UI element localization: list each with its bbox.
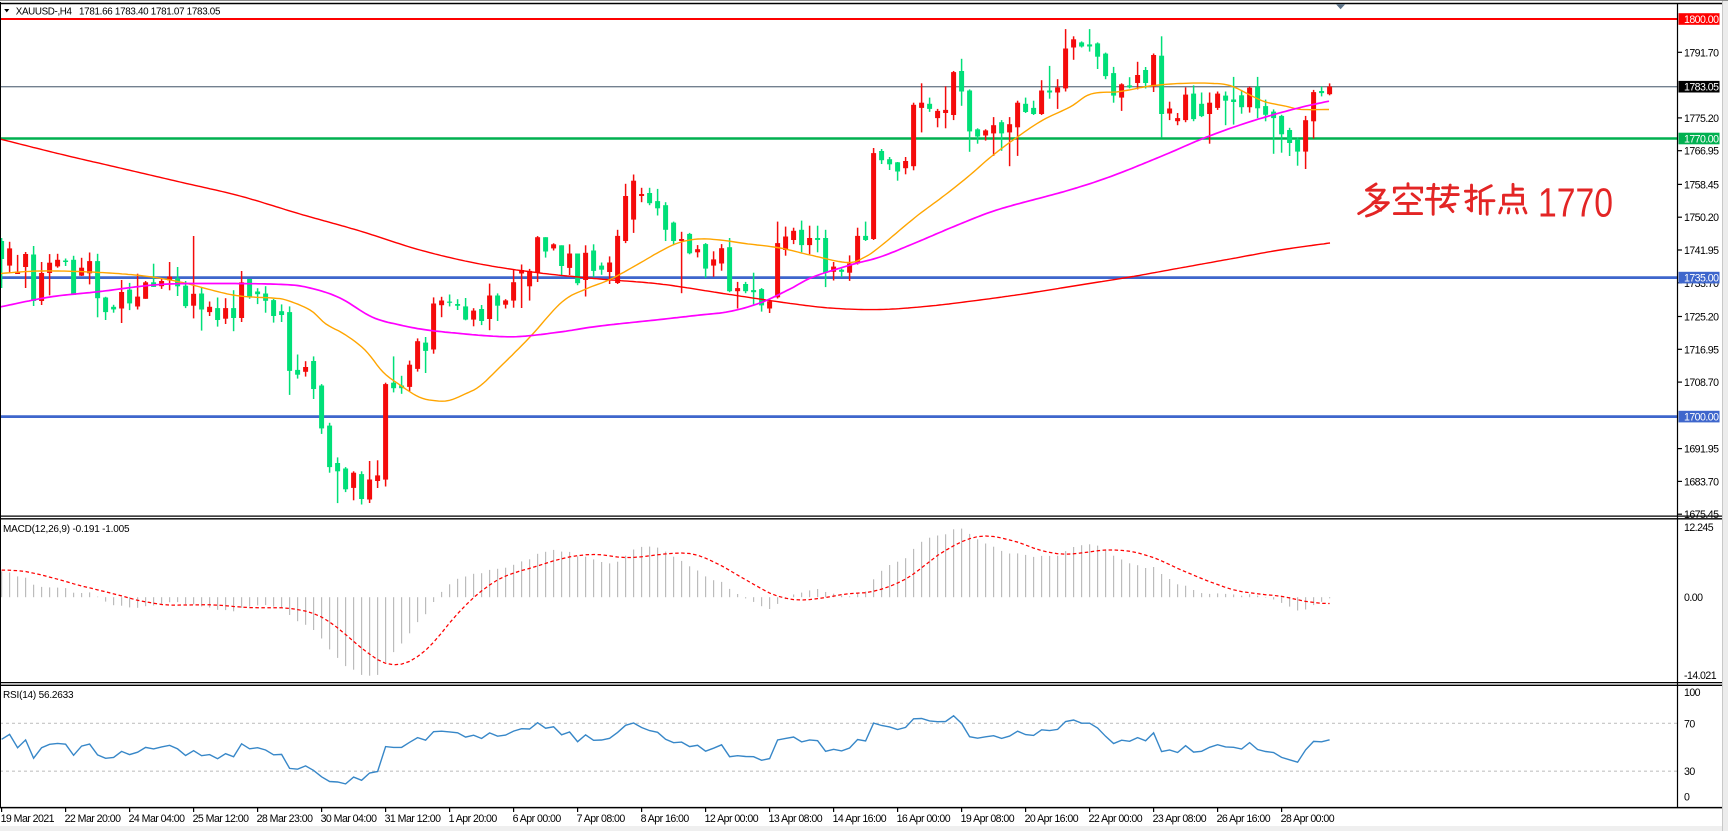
svg-text:24 Mar 04:00: 24 Mar 04:00 [129,813,185,825]
svg-text:1700.00: 1700.00 [1684,412,1719,424]
svg-text:100: 100 [1684,687,1701,699]
svg-text:25 Mar 12:00: 25 Mar 12:00 [193,813,249,825]
svg-text:1758.45: 1758.45 [1684,179,1719,191]
svg-text:31 Mar 12:00: 31 Mar 12:00 [385,813,441,825]
svg-text:1741.95: 1741.95 [1684,245,1719,257]
svg-text:28 Apr 00:00: 28 Apr 00:00 [1281,813,1335,825]
svg-text:RSI(14) 56.2633: RSI(14) 56.2633 [3,690,74,701]
svg-text:0: 0 [1684,792,1690,804]
svg-text:12.245: 12.245 [1684,522,1714,534]
svg-text:7 Apr 08:00: 7 Apr 08:00 [577,813,626,825]
svg-text:1735.00: 1735.00 [1684,273,1719,285]
svg-text:22 Apr 00:00: 22 Apr 00:00 [1089,813,1143,825]
svg-text:0.00: 0.00 [1684,592,1703,604]
svg-text:30 Mar 04:00: 30 Mar 04:00 [321,813,377,825]
svg-text:1783.05: 1783.05 [1684,82,1719,94]
svg-text:20 Apr 16:00: 20 Apr 16:00 [1025,813,1079,825]
svg-text:1775.20: 1775.20 [1684,113,1719,125]
svg-text:-14.021: -14.021 [1684,670,1717,682]
svg-text:1725.20: 1725.20 [1684,312,1719,324]
svg-text:1691.95: 1691.95 [1684,444,1719,456]
svg-text:12 Apr 00:00: 12 Apr 00:00 [705,813,759,825]
svg-text:14 Apr 16:00: 14 Apr 16:00 [833,813,887,825]
svg-text:22 Mar 20:00: 22 Mar 20:00 [65,813,121,825]
svg-text:1770: 1770 [1538,180,1613,226]
svg-text:1 Apr 20:00: 1 Apr 20:00 [449,813,498,825]
svg-text:26 Apr 16:00: 26 Apr 16:00 [1217,813,1271,825]
svg-text:23 Apr 08:00: 23 Apr 08:00 [1153,813,1207,825]
svg-text:8 Apr 16:00: 8 Apr 16:00 [641,813,690,825]
svg-text:1683.70: 1683.70 [1684,476,1719,488]
svg-text:6 Apr 00:00: 6 Apr 00:00 [513,813,562,825]
svg-text:13 Apr 08:00: 13 Apr 08:00 [769,813,823,825]
svg-text:1766.95: 1766.95 [1684,146,1719,158]
svg-text:1675.45: 1675.45 [1684,509,1719,521]
svg-text:1716.95: 1716.95 [1684,344,1719,356]
svg-text:16 Apr 00:00: 16 Apr 00:00 [897,813,951,825]
svg-text:1770.00: 1770.00 [1684,134,1719,146]
svg-text:1791.70: 1791.70 [1684,47,1719,59]
svg-text:1781.66 1783.40 1781.07 1783.0: 1781.66 1783.40 1781.07 1783.05 [79,7,221,18]
svg-text:MACD(12,26,9) -0.191 -1.005: MACD(12,26,9) -0.191 -1.005 [3,524,130,535]
svg-text:30: 30 [1684,766,1695,778]
svg-text:1708.70: 1708.70 [1684,377,1719,389]
svg-text:1800.00: 1800.00 [1684,14,1719,26]
svg-text:XAUUSD-,H4: XAUUSD-,H4 [16,7,73,18]
svg-text:19 Mar 2021: 19 Mar 2021 [1,813,55,825]
svg-text:28 Mar 23:00: 28 Mar 23:00 [257,813,313,825]
svg-text:1750.20: 1750.20 [1684,212,1719,224]
svg-text:19 Apr 08:00: 19 Apr 08:00 [961,813,1015,825]
svg-text:70: 70 [1684,718,1695,730]
